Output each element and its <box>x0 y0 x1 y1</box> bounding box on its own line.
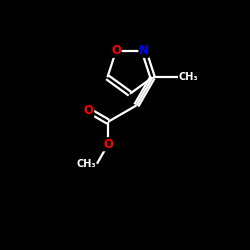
Text: N: N <box>139 44 149 57</box>
Text: CH₃: CH₃ <box>76 159 96 169</box>
Text: O: O <box>103 138 113 151</box>
Text: O: O <box>84 104 94 117</box>
Text: CH₃: CH₃ <box>179 72 199 82</box>
Text: O: O <box>111 44 121 57</box>
